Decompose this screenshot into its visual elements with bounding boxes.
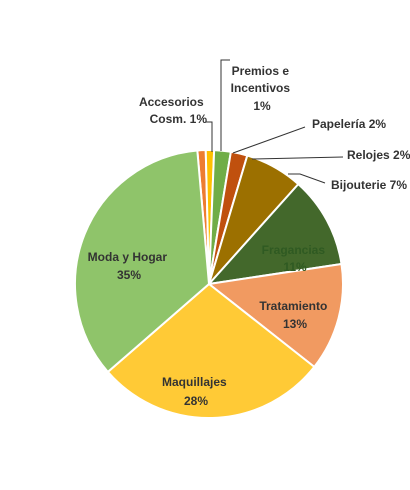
- label-bijouterie: Bijouterie 7%: [331, 178, 407, 192]
- label-tratamiento: Tratamiento 13%: [259, 299, 330, 331]
- pie-slice-moda-y-hogar: [74, 149, 211, 374]
- leader-bijouterie: [288, 173, 326, 184]
- pie-slice-maquillajes: [106, 282, 316, 419]
- label-moda: Moda y Hogar 35%: [88, 250, 171, 282]
- leader-relojes: [251, 156, 344, 160]
- slices-layer: [74, 149, 344, 419]
- label-maquillajes: Maquillajes 28%: [162, 375, 230, 408]
- label-fragancias: Fragancias 11%: [262, 243, 329, 274]
- labels-layer: Accesorios Cosm. 1% Premios e Incentivos…: [88, 64, 410, 408]
- label-relojes: Relojes 2%: [347, 148, 410, 162]
- leader-lines: [206, 59, 344, 184]
- label-premios: Premios e Incentivos 1%: [231, 64, 294, 113]
- leader-papeleria: [232, 126, 306, 154]
- pie-slice-fragancias: [206, 182, 343, 286]
- label-accesorios: Accesorios Cosm. 1%: [139, 95, 207, 126]
- label-papeleria: Papelería 2%: [312, 117, 386, 131]
- leader-accesorios: [206, 121, 213, 152]
- pie-slice-tratamiento: [206, 262, 344, 369]
- leader-premios: [220, 59, 230, 151]
